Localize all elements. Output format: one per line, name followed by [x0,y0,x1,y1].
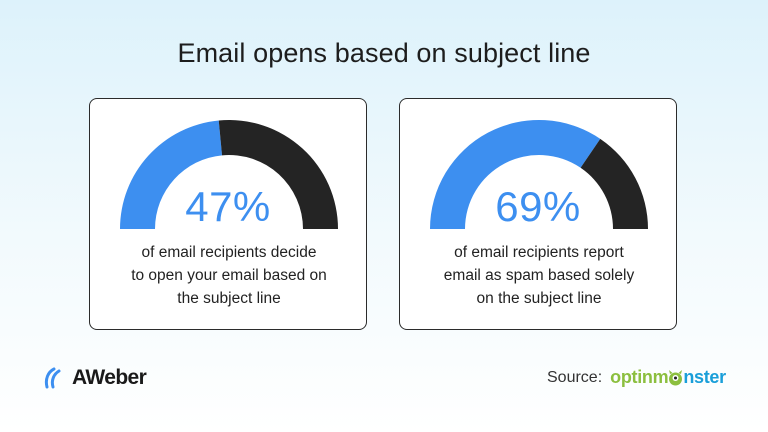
aweber-wordmark: AWeber [72,366,147,389]
gauge-filled-segment [430,120,601,229]
source-label: Source: [547,368,603,386]
gauge-remaining-segment [580,138,648,229]
monster-icon [669,370,683,386]
stat-card-opens: 47% of email recipients decide to open y… [89,98,367,330]
caption-line: the subject line [177,290,281,307]
gauge-remaining-segment [218,120,338,229]
stat-card-spam: 69% of email recipients report email as … [399,98,677,330]
caption: of email recipients decide to open your … [104,241,354,310]
caption-line: on the subject line [476,290,602,307]
om-logo-part: nster [683,367,726,387]
caption-line: of email recipients report [454,244,624,261]
gauge-chart [430,120,648,229]
caption: of email recipients report email as spam… [414,241,664,310]
caption-line: to open your email based on [131,267,327,284]
caption-line: email as spam based solely [443,267,635,284]
source: Source: optinm nster [547,367,726,388]
aweber-logo: AWeber [44,365,147,391]
om-logo-part: optinm [610,367,669,387]
aweber-wave-icon [44,367,61,389]
value-label: 69% [495,183,581,230]
gauge-chart [120,120,338,229]
optinmonster-logo: optinm nster [610,367,726,388]
page-title: Email opens based on subject line [177,38,591,68]
gauge-filled-segment [120,120,223,229]
caption-line: of email recipients decide [141,244,317,261]
value-label: 47% [185,183,271,230]
